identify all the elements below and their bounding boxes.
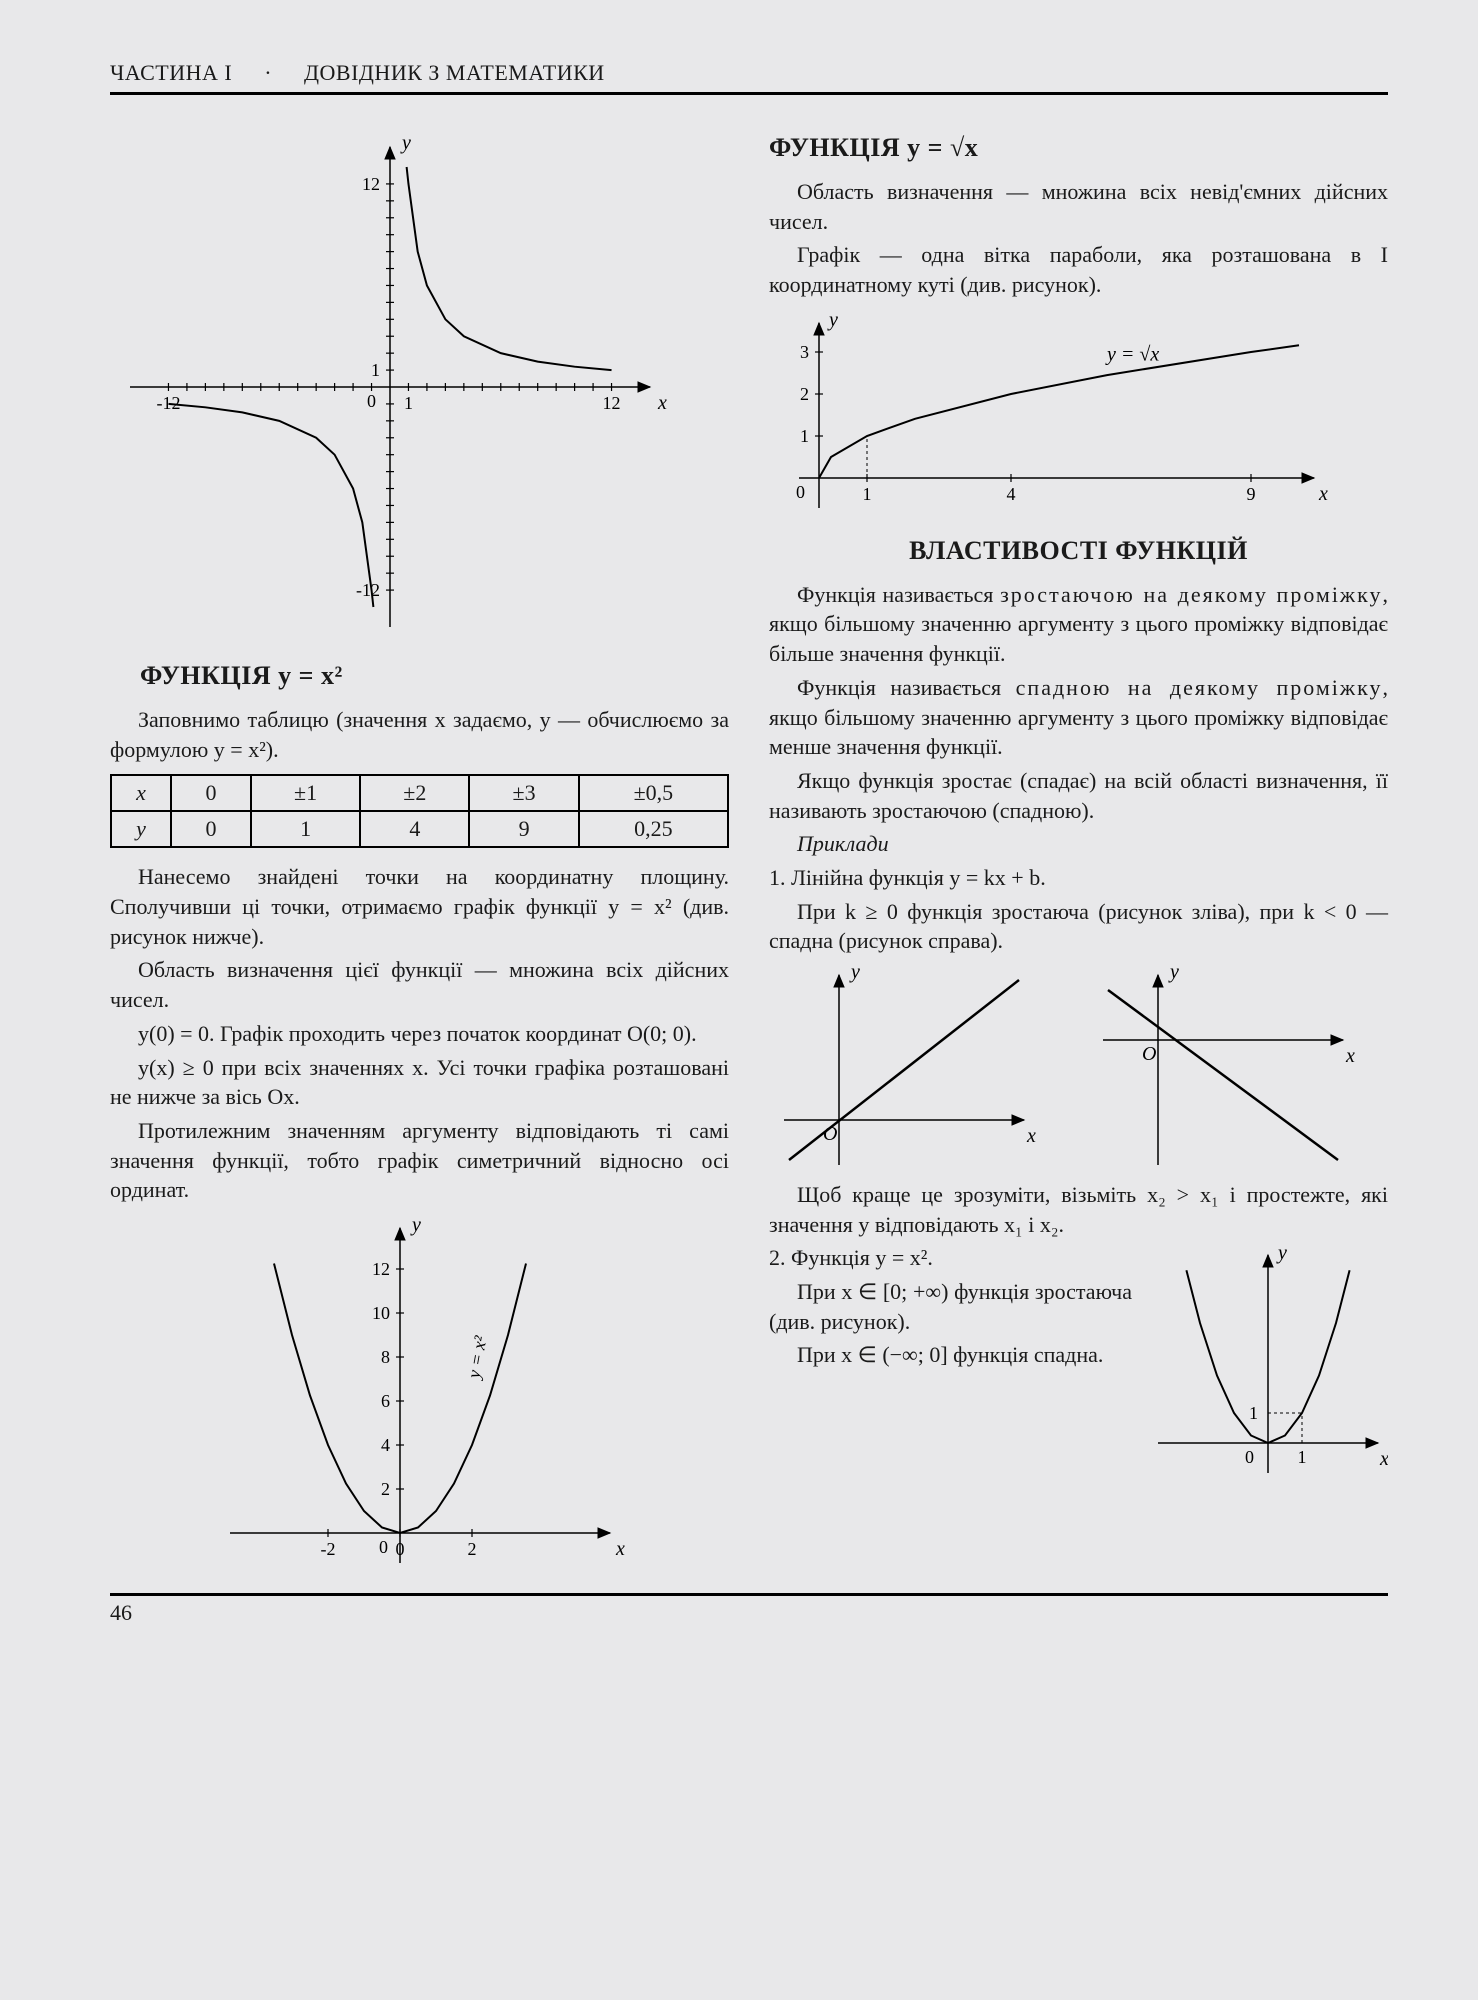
xy-table: x0±1±2±3±0,5 y01490,25 xyxy=(110,774,729,848)
right-p10: 2. Функція y = x². xyxy=(769,1243,1132,1273)
svg-text:4: 4 xyxy=(1007,484,1016,504)
svg-text:-12: -12 xyxy=(356,580,380,600)
svg-text:y = x²: y = x² xyxy=(463,1334,491,1382)
svg-text:1: 1 xyxy=(863,484,872,504)
svg-text:x: x xyxy=(1318,483,1328,505)
parabola2-chart: 0 1 1 x y xyxy=(1148,1243,1388,1483)
svg-text:12: 12 xyxy=(372,1259,390,1279)
svg-text:1: 1 xyxy=(1249,1403,1258,1423)
right-p6: Приклади xyxy=(769,829,1388,859)
left-p5: y(x) ≥ 0 при всіх значеннях x. Усі точки… xyxy=(110,1053,729,1112)
svg-text:O: O xyxy=(1142,1043,1156,1065)
header-dot: · xyxy=(264,60,272,86)
right-p5: Якщо функція зростає (спадає) на всій об… xyxy=(769,766,1388,825)
right-column: ФУНКЦІЯ y = √x Область визначення — множ… xyxy=(769,119,1388,1585)
right-p3: Функція називається зростаючою на деяком… xyxy=(769,580,1388,669)
svg-text:x: x xyxy=(1026,1125,1036,1147)
svg-text:4: 4 xyxy=(381,1435,390,1455)
right-p9: Щоб краще це зрозуміти, візьміть x₂ > x₁… xyxy=(769,1180,1388,1239)
svg-text:9: 9 xyxy=(1247,484,1256,504)
section-title-props: ВЛАСТИВОСТІ ФУНКЦІЙ xyxy=(769,536,1388,566)
linear-inc-chart: Oxy xyxy=(769,960,1039,1180)
svg-text:3: 3 xyxy=(800,342,809,362)
parabola2-block: 2. Функція y = x². При x ∈ [0; +∞) функц… xyxy=(769,1243,1388,1483)
svg-text:12: 12 xyxy=(603,393,621,413)
svg-text:-12: -12 xyxy=(156,393,180,413)
svg-text:1: 1 xyxy=(800,426,809,446)
section-title-sqrt: ФУНКЦІЯ y = √x xyxy=(769,133,1388,163)
svg-text:2: 2 xyxy=(381,1479,390,1499)
right-p8: При k ≥ 0 функція зростаюча (рисунок злі… xyxy=(769,897,1388,956)
page-number: 46 xyxy=(110,1593,1388,1626)
svg-text:1: 1 xyxy=(404,393,413,413)
left-p1: Заповнимо таблицю (значення x задаємо, y… xyxy=(110,705,729,764)
svg-text:0: 0 xyxy=(1245,1447,1254,1467)
header-title: ДОВІДНИК З МАТЕМАТИКИ xyxy=(304,60,605,86)
section-title-xsq: ФУНКЦІЯ y = x² xyxy=(140,661,729,691)
svg-text:0: 0 xyxy=(796,482,805,502)
svg-text:0: 0 xyxy=(395,1539,404,1559)
svg-text:0: 0 xyxy=(367,391,376,411)
svg-text:0: 0 xyxy=(379,1537,388,1557)
svg-text:2: 2 xyxy=(467,1539,476,1559)
sqrt-chart: 1 4 9 1 2 3 0 x y y = √x xyxy=(769,308,1388,518)
svg-text:y: y xyxy=(400,132,411,154)
svg-text:2: 2 xyxy=(800,384,809,404)
svg-text:6: 6 xyxy=(381,1391,390,1411)
svg-text:y: y xyxy=(827,309,838,331)
svg-text:x: x xyxy=(1379,1448,1388,1470)
svg-text:x: x xyxy=(615,1538,625,1560)
hyperbola-chart: -12 12 1 12 -12 1 0 x y xyxy=(110,127,729,647)
right-p7: 1. Лінійна функція y = kx + b. xyxy=(769,863,1388,893)
svg-text:1: 1 xyxy=(1298,1447,1307,1467)
parabola-chart: -2 0 2 2 4 6 8 10 12 0 x y y = x² xyxy=(110,1213,729,1573)
right-p1: Область визначення — множина всіх невід'… xyxy=(769,177,1388,236)
svg-text:y: y xyxy=(410,1214,421,1236)
svg-text:8: 8 xyxy=(381,1347,390,1367)
right-p11: При x ∈ [0; +∞) функція зростаюча (див. … xyxy=(769,1277,1132,1336)
left-p3: Область визначення цієї функції — множин… xyxy=(110,955,729,1014)
svg-text:x: x xyxy=(657,392,667,414)
svg-text:10: 10 xyxy=(372,1303,390,1323)
header-part: ЧАСТИНА I xyxy=(110,60,232,86)
right-p4: Функція називається спадною на деякому п… xyxy=(769,673,1388,762)
left-p4: y(0) = 0. Графік проходить через початок… xyxy=(110,1019,729,1049)
svg-text:12: 12 xyxy=(362,174,380,194)
left-p6: Протилежним значенням аргументу відповід… xyxy=(110,1116,729,1205)
svg-text:y: y xyxy=(1168,961,1179,983)
svg-text:y = √x: y = √x xyxy=(1105,343,1159,365)
left-column: -1212112-1210xy ФУНКЦІЯ y = x² Заповнимо… xyxy=(110,119,729,1585)
svg-text:x: x xyxy=(1345,1045,1355,1067)
page-header: ЧАСТИНА I · ДОВІДНИК З МАТЕМАТИКИ xyxy=(110,60,1388,95)
svg-text:1: 1 xyxy=(371,360,380,380)
svg-text:-2: -2 xyxy=(320,1539,335,1559)
svg-text:y: y xyxy=(1276,1243,1287,1264)
svg-text:y: y xyxy=(849,961,860,983)
right-p2: Графік — одна вітка параболи, яка розташ… xyxy=(769,240,1388,299)
left-p2: Нанесемо знайдені точки на координатну п… xyxy=(110,862,729,951)
right-p12: При x ∈ (−∞; 0] функція спадна. xyxy=(769,1340,1132,1370)
linear-dec-chart: Ox y xyxy=(1088,960,1358,1180)
linear-charts: Ox y Ox y xyxy=(769,960,1388,1180)
